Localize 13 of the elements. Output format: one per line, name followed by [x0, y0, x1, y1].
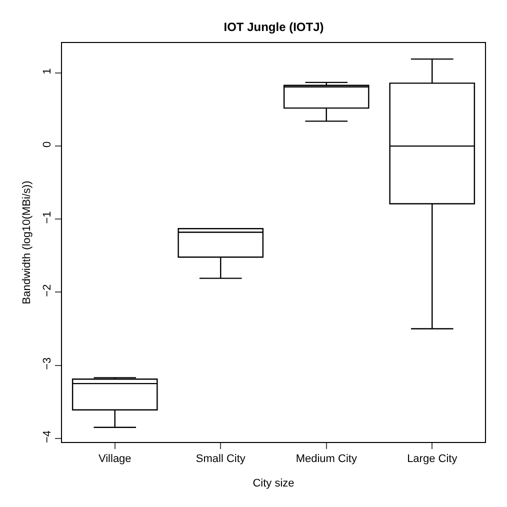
y-tick-label: −3 [42, 357, 54, 370]
y-tick-label: −2 [42, 284, 54, 297]
x-axis-title: City size [252, 477, 294, 490]
x-tick-label: Medium City [296, 453, 358, 466]
x-tick-label: Village [98, 453, 132, 466]
y-axis-title: Bandwidth (log10(MBi/s)) [21, 180, 34, 304]
y-tick-label: −4 [42, 430, 54, 443]
x-tick-label: Small City [196, 453, 246, 466]
x-tick-label: Large City [407, 453, 458, 466]
chart-title: IOT Jungle (IOTJ) [224, 20, 324, 34]
y-tick-label: 1 [42, 68, 54, 74]
y-tick-label: −1 [42, 211, 54, 224]
y-tick-label: 0 [42, 141, 54, 148]
